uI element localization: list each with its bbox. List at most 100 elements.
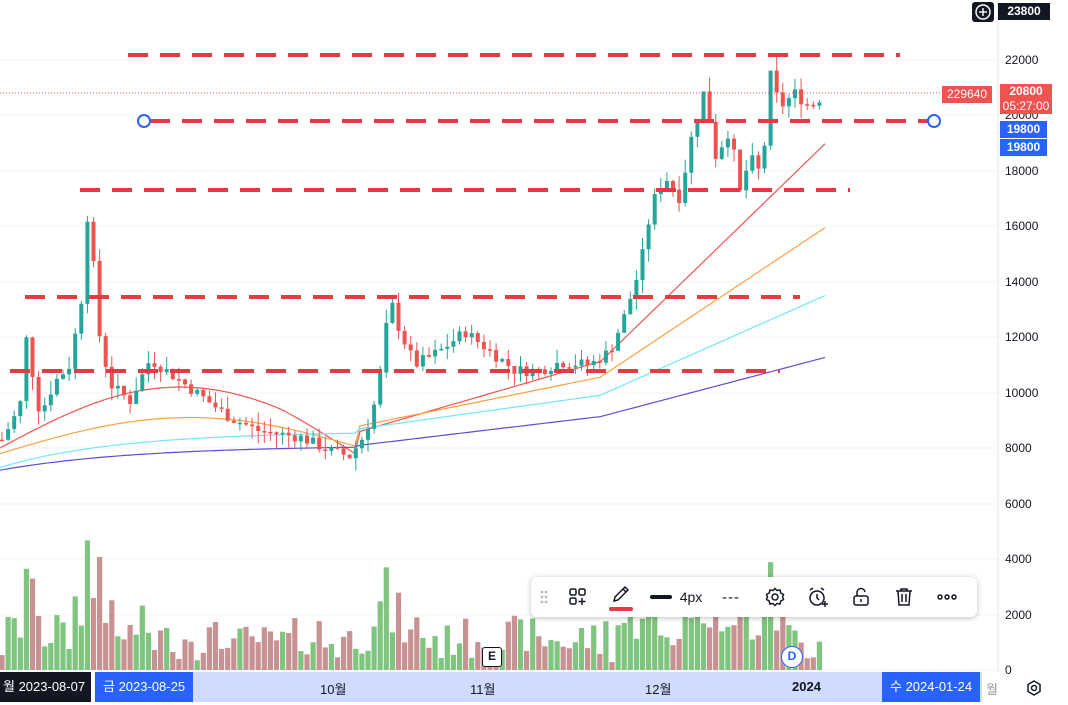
horizontal-lines[interactable] — [10, 53, 935, 373]
price-axis-label: 22000 — [1005, 53, 1039, 67]
price-axis[interactable]: 2200020000180001600014000120001000080006… — [997, 0, 1039, 677]
volume-bar — [334, 657, 341, 670]
volume-bar — [554, 641, 560, 670]
volume-bar — [212, 621, 219, 670]
candle-body — [152, 363, 157, 367]
price-axis-label: 16000 — [1005, 219, 1039, 233]
candle-body — [805, 104, 810, 106]
candle-body — [244, 422, 248, 425]
candle-body — [298, 435, 303, 442]
volume-bar — [103, 622, 109, 670]
add-icon-button[interactable] — [972, 2, 994, 22]
volume-bar — [774, 630, 780, 670]
color-swatch — [609, 607, 633, 611]
candle-body — [256, 425, 261, 432]
line-style-button[interactable]: --- — [709, 577, 753, 617]
candle-body — [610, 350, 614, 353]
candle-body — [780, 92, 785, 107]
volume-bar — [633, 638, 639, 670]
candle-body — [176, 379, 181, 381]
volume-bar — [158, 630, 164, 670]
volume-bar — [615, 625, 621, 670]
volume-bar — [621, 622, 627, 670]
candle-body — [457, 331, 462, 342]
volume-bar — [11, 618, 17, 670]
toolbar-drag-handle[interactable] — [531, 577, 557, 617]
candle-body — [573, 365, 578, 368]
price-axis-label: 14000 — [1005, 275, 1039, 289]
line-handle-right[interactable] — [927, 114, 941, 128]
line-handle-left[interactable] — [137, 114, 151, 128]
volume-bar — [115, 636, 121, 670]
candle-body — [640, 249, 645, 280]
line-color-button[interactable] — [599, 577, 643, 617]
candle-body — [634, 279, 639, 299]
candle-body — [439, 348, 444, 351]
volume-bar — [469, 657, 475, 670]
volume-bar — [603, 621, 609, 670]
volume-bar — [164, 627, 170, 670]
volume-bar — [450, 654, 456, 670]
volume-bar — [585, 648, 591, 670]
volume-bar — [267, 631, 273, 670]
volume-bar — [755, 635, 761, 670]
time-selected-start: 금 2023-08-25 — [95, 672, 194, 702]
line-width-button[interactable]: 4px — [643, 577, 709, 617]
time-label-oct: 10월 — [320, 682, 347, 697]
add-template-button[interactable] — [557, 577, 599, 617]
candle-body — [616, 332, 621, 351]
volume-bar — [707, 627, 713, 670]
candle-body — [799, 89, 804, 105]
volume-bar — [743, 610, 749, 670]
time-selected-end: 수 2024-01-24 — [882, 672, 981, 702]
volume-bar — [560, 646, 566, 670]
settings-button[interactable] — [753, 577, 797, 617]
candle-body — [219, 407, 224, 409]
earnings-marker[interactable]: E — [482, 647, 502, 667]
candle-body — [738, 149, 743, 191]
current-price-value: 20800 — [1009, 84, 1043, 98]
candle-body — [274, 432, 279, 435]
candle-body — [262, 431, 267, 433]
candle-body — [134, 390, 139, 404]
candle-body — [750, 155, 755, 171]
candle-body — [158, 366, 163, 373]
candle-body — [85, 221, 90, 304]
lock-button[interactable] — [839, 577, 883, 617]
volume-bar — [371, 626, 377, 670]
volume-bar — [139, 605, 145, 670]
candle-body — [384, 322, 389, 373]
volume-bar — [72, 596, 78, 670]
time-axis[interactable]: 월 2023-08-07 금 2023-08-25 10월 11월 12월 20… — [0, 672, 1000, 702]
volume-bar — [444, 625, 450, 670]
settings-gear-button[interactable] — [1022, 676, 1046, 700]
delete-button[interactable] — [883, 577, 925, 617]
candle-body — [707, 91, 712, 122]
volume-bar — [298, 651, 304, 670]
volume-bar — [176, 658, 182, 670]
candle-body — [372, 404, 377, 429]
trash-icon — [896, 588, 912, 606]
volume-bar — [383, 567, 389, 670]
candle-body — [817, 102, 822, 106]
volume-bar — [304, 654, 310, 670]
drag-handle-icon — [540, 590, 548, 604]
candle-body — [664, 181, 669, 190]
candle-body — [646, 224, 651, 250]
candle-body — [73, 333, 78, 369]
volume-bar — [121, 639, 127, 670]
add-alert-button[interactable] — [797, 577, 839, 617]
candle-body — [341, 448, 346, 455]
candle-body — [506, 359, 511, 366]
volume-bar — [249, 636, 255, 670]
volume-bar — [780, 615, 786, 670]
more-options-button[interactable] — [925, 577, 969, 617]
candle-body — [48, 394, 53, 406]
candle-body — [329, 447, 334, 451]
candle-body — [195, 389, 200, 394]
candle-body — [591, 360, 596, 366]
dividend-marker[interactable]: D — [781, 646, 803, 668]
volume-bar — [578, 627, 585, 670]
candle-body — [494, 349, 499, 362]
